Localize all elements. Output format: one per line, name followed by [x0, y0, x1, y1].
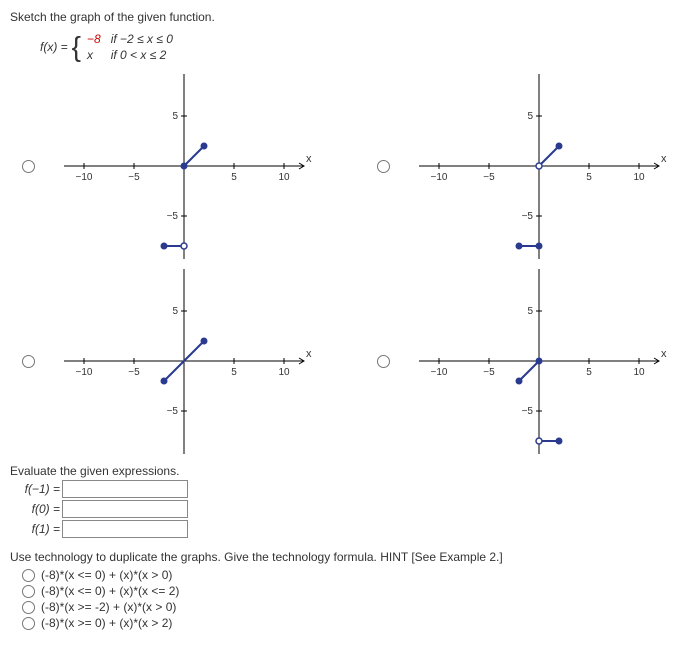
- svg-text:5: 5: [231, 367, 237, 378]
- eval-rows: f(−1) = f(0) = f(1) =: [10, 480, 680, 538]
- chart-D: −10−5510−10−5510f(x)x: [399, 269, 679, 454]
- graph-radio-C[interactable]: [22, 355, 35, 368]
- tech-option-label: (-8)*(x <= 0) + (x)*(x > 0): [41, 568, 172, 582]
- svg-text:−5: −5: [522, 406, 534, 417]
- piece2-cond: if 0 < x ≤ 2: [111, 48, 181, 62]
- svg-text:x: x: [661, 153, 667, 165]
- svg-text:10: 10: [278, 367, 290, 378]
- tech-option: (-8)*(x >= 0) + (x)*(x > 2): [22, 616, 680, 630]
- svg-text:x: x: [306, 348, 312, 360]
- svg-text:5: 5: [586, 172, 592, 183]
- tech-option-label: (-8)*(x >= 0) + (x)*(x > 2): [41, 616, 172, 630]
- svg-text:−5: −5: [128, 367, 140, 378]
- svg-text:5: 5: [527, 111, 533, 122]
- chart-option-A: −10−5510−10−5510f(x)x: [10, 74, 325, 259]
- svg-text:5: 5: [172, 306, 178, 317]
- piece2-val: x: [87, 48, 109, 62]
- tech-radio-1[interactable]: [22, 585, 35, 598]
- tech-option-label: (-8)*(x >= -2) + (x)*(x > 0): [41, 600, 176, 614]
- svg-text:−5: −5: [167, 406, 179, 417]
- svg-text:−5: −5: [167, 211, 179, 222]
- tech-option: (-8)*(x >= -2) + (x)*(x > 0): [22, 600, 680, 614]
- svg-text:−5: −5: [522, 211, 534, 222]
- svg-text:10: 10: [278, 172, 290, 183]
- tech-radio-3[interactable]: [22, 617, 35, 630]
- eval-lhs: f(0) =: [10, 502, 62, 516]
- svg-text:−5: −5: [128, 172, 140, 183]
- svg-text:5: 5: [586, 367, 592, 378]
- chart-option-B: −10−5510−10−5510f(x)x: [365, 74, 680, 259]
- graph-radio-B[interactable]: [377, 160, 390, 173]
- tech-radio-2[interactable]: [22, 601, 35, 614]
- eval-heading: Evaluate the given expressions.: [10, 464, 680, 478]
- piece1-val: −8: [87, 32, 109, 46]
- eval-lhs: f(1) =: [10, 522, 62, 536]
- piece1-cond: if −2 ≤ x ≤ 0: [111, 32, 181, 46]
- question-prompt: Sketch the graph of the given function.: [10, 10, 680, 24]
- eval-input-0[interactable]: [62, 480, 188, 498]
- brace: {: [72, 33, 81, 61]
- charts-grid: −10−5510−10−5510f(x)x −10−5510−10−5510f(…: [10, 74, 680, 454]
- graph-radio-A[interactable]: [22, 160, 35, 173]
- svg-text:−5: −5: [483, 172, 495, 183]
- chart-option-C: −10−5510−10−5510f(x)x: [10, 269, 325, 454]
- func-lhs: f(x) =: [40, 40, 68, 54]
- tech-option: (-8)*(x <= 0) + (x)*(x <= 2): [22, 584, 680, 598]
- eval-lhs: f(−1) =: [10, 482, 62, 496]
- svg-text:−10: −10: [76, 172, 93, 183]
- svg-text:5: 5: [527, 306, 533, 317]
- svg-text:5: 5: [172, 111, 178, 122]
- svg-text:10: 10: [633, 367, 645, 378]
- svg-text:−10: −10: [431, 367, 448, 378]
- eval-row: f(0) =: [10, 500, 680, 518]
- svg-text:−10: −10: [431, 172, 448, 183]
- chart-B: −10−5510−10−5510f(x)x: [399, 74, 679, 259]
- tech-options: (-8)*(x <= 0) + (x)*(x > 0) (-8)*(x <= 0…: [22, 568, 680, 630]
- svg-text:x: x: [306, 153, 312, 165]
- svg-text:−10: −10: [76, 367, 93, 378]
- svg-text:x: x: [661, 348, 667, 360]
- eval-row: f(−1) =: [10, 480, 680, 498]
- eval-input-1[interactable]: [62, 500, 188, 518]
- svg-text:−5: −5: [483, 367, 495, 378]
- chart-option-D: −10−5510−10−5510f(x)x: [365, 269, 680, 454]
- eval-input-2[interactable]: [62, 520, 188, 538]
- svg-text:10: 10: [633, 172, 645, 183]
- tech-radio-0[interactable]: [22, 569, 35, 582]
- svg-text:5: 5: [231, 172, 237, 183]
- eval-row: f(1) =: [10, 520, 680, 538]
- tech-prompt: Use technology to duplicate the graphs. …: [10, 550, 680, 564]
- piecewise-definition: f(x) = { −8 if −2 ≤ x ≤ 0 x if 0 < x ≤ 2: [40, 30, 680, 64]
- chart-A: −10−5510−10−5510f(x)x: [44, 74, 324, 259]
- tech-option: (-8)*(x <= 0) + (x)*(x > 0): [22, 568, 680, 582]
- chart-C: −10−5510−10−5510f(x)x: [44, 269, 324, 454]
- piecewise-table: −8 if −2 ≤ x ≤ 0 x if 0 < x ≤ 2: [85, 30, 183, 64]
- tech-option-label: (-8)*(x <= 0) + (x)*(x <= 2): [41, 584, 179, 598]
- graph-radio-D[interactable]: [377, 355, 390, 368]
